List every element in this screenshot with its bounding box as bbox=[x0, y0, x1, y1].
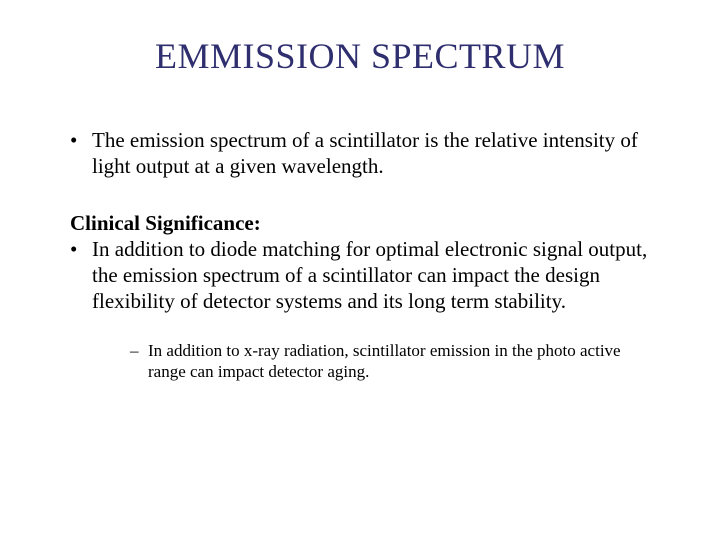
bullet-item: • The emission spectrum of a scintillato… bbox=[60, 127, 660, 180]
bullet-item: • In addition to diode matching for opti… bbox=[60, 236, 660, 315]
bullet-text: In addition to diode matching for optima… bbox=[92, 236, 660, 315]
slide: EMMISSION SPECTRUM • The emission spectr… bbox=[0, 0, 720, 540]
subheading: Clinical Significance: bbox=[60, 210, 660, 236]
bullet-text: The emission spectrum of a scintillator … bbox=[92, 127, 660, 180]
bullet-mark: • bbox=[70, 127, 92, 180]
bullet-mark: • bbox=[70, 236, 92, 315]
sub-bullet-text: In addition to x-ray radiation, scintill… bbox=[148, 340, 660, 383]
slide-body: • The emission spectrum of a scintillato… bbox=[60, 127, 660, 382]
dash-mark: – bbox=[130, 340, 148, 383]
sub-bullet-item: – In addition to x-ray radiation, scinti… bbox=[60, 340, 660, 383]
slide-title: EMMISSION SPECTRUM bbox=[60, 35, 660, 77]
